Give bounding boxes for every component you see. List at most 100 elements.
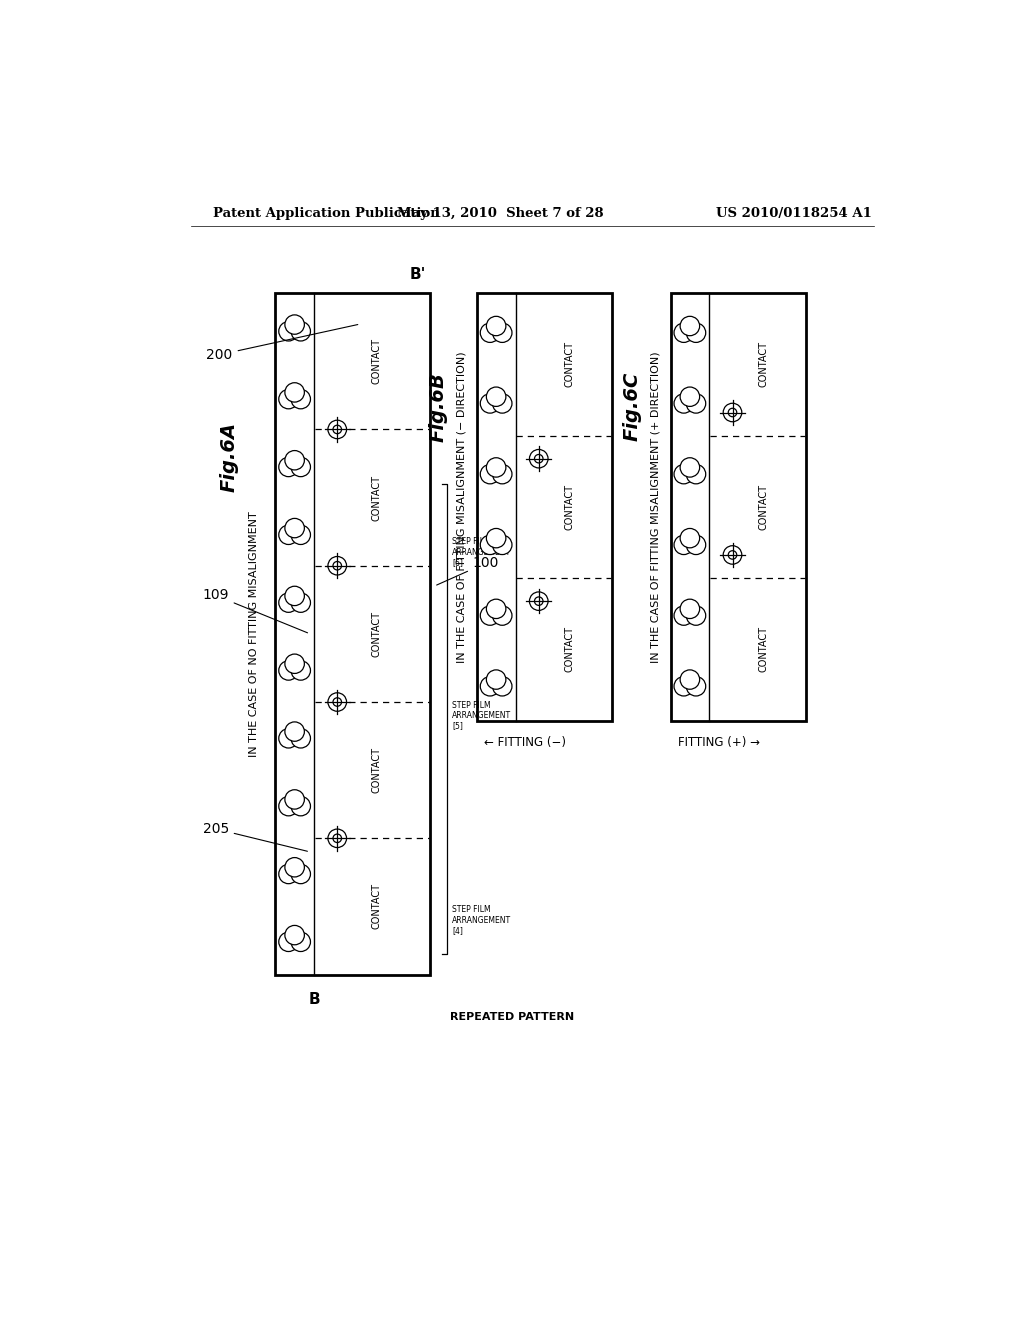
Circle shape (285, 858, 304, 876)
Circle shape (686, 606, 706, 626)
Circle shape (279, 457, 298, 477)
Circle shape (480, 393, 500, 413)
Circle shape (486, 599, 506, 619)
Circle shape (674, 465, 693, 484)
Text: CONTACT: CONTACT (371, 338, 381, 384)
Text: CONTACT: CONTACT (565, 342, 574, 387)
Circle shape (285, 722, 304, 742)
Text: CONTACT: CONTACT (759, 342, 768, 387)
Circle shape (279, 865, 298, 883)
Circle shape (328, 557, 346, 576)
Text: CONTACT: CONTACT (565, 484, 574, 529)
Circle shape (486, 528, 506, 548)
Circle shape (686, 535, 706, 554)
Circle shape (674, 677, 693, 696)
Circle shape (480, 606, 500, 626)
Circle shape (493, 606, 512, 626)
Circle shape (723, 545, 741, 564)
Circle shape (285, 519, 304, 537)
Circle shape (285, 383, 304, 403)
Text: ← FITTING (−): ← FITTING (−) (484, 735, 566, 748)
Text: CONTACT: CONTACT (371, 883, 381, 929)
Circle shape (279, 389, 298, 409)
Circle shape (493, 393, 512, 413)
Circle shape (680, 599, 699, 619)
Bar (275, 293, 430, 974)
Text: Fig.6A: Fig.6A (219, 421, 239, 492)
Circle shape (285, 655, 304, 673)
Circle shape (291, 932, 310, 952)
Circle shape (486, 669, 506, 689)
Circle shape (680, 528, 699, 548)
Circle shape (279, 729, 298, 748)
Text: Fig.6B: Fig.6B (428, 372, 447, 442)
Circle shape (333, 561, 342, 570)
Text: STEP FILM
ARRANGEMENT
[6]: STEP FILM ARRANGEMENT [6] (452, 537, 511, 568)
Circle shape (480, 677, 500, 696)
Circle shape (728, 550, 736, 560)
Circle shape (674, 323, 693, 342)
Circle shape (291, 729, 310, 748)
Circle shape (686, 677, 706, 696)
Circle shape (291, 593, 310, 612)
Circle shape (291, 525, 310, 545)
Circle shape (285, 925, 304, 945)
Circle shape (680, 317, 699, 335)
Circle shape (674, 535, 693, 554)
Text: B: B (308, 991, 319, 1007)
Circle shape (680, 458, 699, 477)
Circle shape (493, 465, 512, 484)
Circle shape (285, 789, 304, 809)
Circle shape (279, 661, 298, 680)
Circle shape (723, 404, 741, 422)
Text: Patent Application Publication: Patent Application Publication (213, 207, 440, 220)
Circle shape (686, 465, 706, 484)
Circle shape (728, 408, 736, 417)
Circle shape (535, 597, 543, 606)
Text: May 13, 2010  Sheet 7 of 28: May 13, 2010 Sheet 7 of 28 (396, 207, 603, 220)
Circle shape (333, 425, 342, 434)
Circle shape (493, 677, 512, 696)
Circle shape (291, 389, 310, 409)
Circle shape (680, 669, 699, 689)
Circle shape (493, 535, 512, 554)
Circle shape (291, 865, 310, 883)
Circle shape (480, 535, 500, 554)
Text: 205: 205 (203, 822, 307, 851)
Text: 109: 109 (203, 589, 307, 632)
Circle shape (291, 322, 310, 341)
Circle shape (680, 387, 699, 407)
Text: IN THE CASE OF FITTING MISALIGNMENT (− DIRECTION): IN THE CASE OF FITTING MISALIGNMENT (− D… (457, 351, 466, 663)
Circle shape (535, 454, 543, 463)
Circle shape (279, 932, 298, 952)
Text: STEP FILM
ARRANGEMENT
[5]: STEP FILM ARRANGEMENT [5] (452, 701, 511, 730)
Circle shape (285, 450, 304, 470)
Circle shape (333, 698, 342, 706)
Circle shape (486, 317, 506, 335)
Circle shape (291, 661, 310, 680)
Circle shape (480, 323, 500, 342)
Circle shape (285, 586, 304, 606)
Circle shape (486, 387, 506, 407)
Circle shape (333, 834, 342, 842)
Circle shape (328, 829, 346, 847)
Text: CONTACT: CONTACT (759, 626, 768, 672)
Circle shape (674, 393, 693, 413)
Bar (671, 293, 806, 721)
Text: IN THE CASE OF FITTING MISALIGNMENT (+ DIRECTION): IN THE CASE OF FITTING MISALIGNMENT (+ D… (650, 351, 660, 663)
Circle shape (279, 593, 298, 612)
Circle shape (285, 315, 304, 334)
Text: CONTACT: CONTACT (759, 484, 768, 529)
Circle shape (674, 606, 693, 626)
Text: FITTING (+) →: FITTING (+) → (678, 735, 760, 748)
Circle shape (486, 458, 506, 477)
Circle shape (279, 525, 298, 545)
Text: CONTACT: CONTACT (371, 475, 381, 520)
Circle shape (328, 693, 346, 711)
Text: B': B' (410, 267, 426, 281)
Text: 100: 100 (436, 556, 500, 585)
Text: CONTACT: CONTACT (371, 747, 381, 793)
Text: REPEATED PATTERN: REPEATED PATTERN (450, 1012, 573, 1022)
Text: 200: 200 (207, 325, 357, 362)
Text: CONTACT: CONTACT (371, 611, 381, 657)
